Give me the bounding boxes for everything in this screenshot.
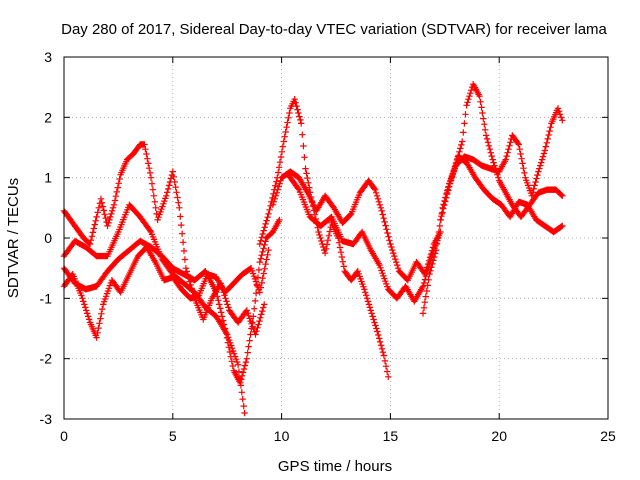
axis-ticks: 0 5 10 15 20 25 -3 -2 -1 0 1 2 3 <box>40 49 616 444</box>
x-tick-label: 10 <box>274 428 290 444</box>
y-tick-label: 3 <box>44 49 52 65</box>
y-axis-label: SDTVAR / TECUs <box>5 178 22 298</box>
y-tick-label: -2 <box>40 351 53 367</box>
x-tick-label: 15 <box>383 428 399 444</box>
series-markers <box>284 171 442 305</box>
y-tick-label: -3 <box>40 411 53 427</box>
series-track-10 <box>437 153 566 236</box>
series-markers <box>437 153 566 236</box>
y-tick-label: 0 <box>44 230 52 246</box>
y-tick-label: 2 <box>44 109 52 125</box>
y-tick-label: 1 <box>44 170 52 186</box>
series-track-7 <box>284 171 442 305</box>
x-tick-label: 5 <box>169 428 177 444</box>
series-markers <box>269 168 444 284</box>
x-tick-label: 0 <box>60 428 68 444</box>
y-tick-label: -1 <box>40 290 53 306</box>
x-tick-label: 25 <box>600 428 616 444</box>
x-tick-label: 20 <box>491 428 507 444</box>
x-axis-label: GPS time / hours <box>278 458 392 475</box>
chart-title: Day 280 of 2017, Sidereal Day-to-day VTE… <box>61 21 607 38</box>
series-track-6 <box>269 168 444 284</box>
